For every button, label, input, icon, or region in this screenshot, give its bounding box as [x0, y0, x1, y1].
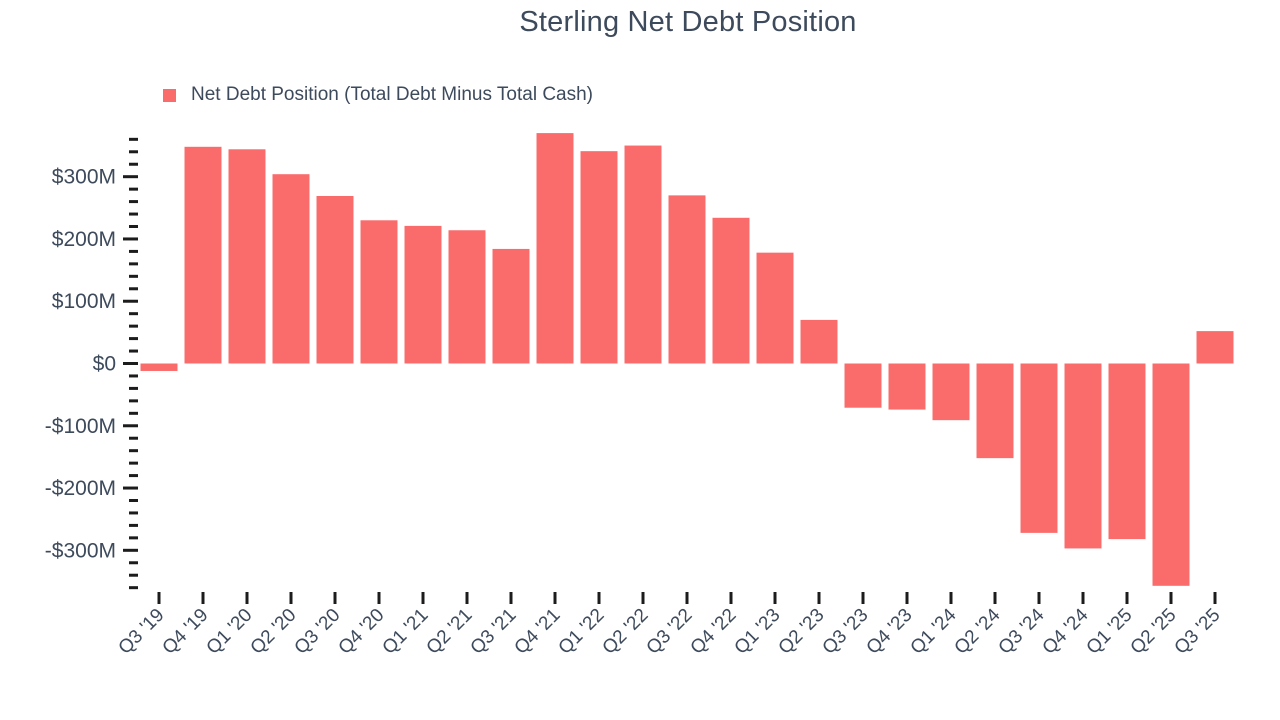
- x-axis-tick-label: Q2 '20: [247, 605, 301, 659]
- y-axis-tick-label: -$200M: [45, 477, 116, 500]
- bar-q423: [888, 363, 926, 410]
- bar-q422: [712, 217, 750, 364]
- bar-q424: [1064, 363, 1102, 549]
- bar-q322: [668, 195, 706, 364]
- y-axis-tick-label: -$300M: [45, 539, 116, 562]
- bar-q419: [184, 146, 222, 364]
- x-axis-tick-label: Q1 '21: [379, 605, 433, 659]
- bar-q321: [492, 248, 530, 364]
- bar-q121: [404, 225, 442, 364]
- x-axis-tick-label: Q4 '23: [863, 605, 917, 659]
- y-axis-tick-label: -$100M: [45, 415, 116, 438]
- bar-q420: [360, 220, 398, 364]
- x-axis-tick-label: Q1 '20: [203, 605, 257, 659]
- x-axis-tick-label: Q1 '23: [731, 605, 785, 659]
- x-axis-tick-label: Q4 '22: [687, 605, 741, 659]
- x-axis-tick-label: Q3 '22: [643, 605, 697, 659]
- bar-q421: [536, 133, 574, 364]
- x-axis-tick-label: Q3 '25: [1171, 605, 1225, 659]
- bar-q319: [140, 363, 178, 371]
- x-axis-tick-label: Q1 '24: [907, 604, 961, 658]
- x-axis-tick-label: Q4 '19: [159, 605, 213, 659]
- bar-q220: [272, 174, 310, 364]
- y-axis-tick-label: $300M: [52, 166, 116, 189]
- bar-q221: [448, 230, 486, 364]
- x-axis-tick-label: Q3 '23: [819, 605, 873, 659]
- legend-label: Net Debt Position (Total Debt Minus Tota…: [191, 84, 593, 105]
- x-axis-tick-label: Q1 '22: [555, 605, 609, 659]
- x-axis-tick-label: Q2 '25: [1127, 605, 1181, 659]
- x-axis-tick-label: Q1 '25: [1083, 605, 1137, 659]
- x-axis-tick-label: Q4 '20: [335, 605, 389, 659]
- x-axis-tick-label: Q2 '23: [775, 605, 829, 659]
- y-axis-tick-label: $0: [93, 353, 116, 376]
- bar-q223: [800, 319, 838, 364]
- bar-q325: [1196, 331, 1234, 364]
- legend: Net Debt Position (Total Debt Minus Tota…: [163, 84, 593, 106]
- bar-q225: [1152, 363, 1190, 586]
- y-axis-tick-label: $200M: [52, 228, 116, 251]
- bar-q320: [316, 195, 354, 364]
- bar-q224: [976, 363, 1014, 459]
- x-axis-tick-label: Q4 '21: [511, 605, 565, 659]
- legend-swatch-icon: [163, 88, 176, 102]
- x-axis-tick-label: Q3 '21: [467, 605, 521, 659]
- bar-q324: [1020, 363, 1058, 533]
- bar-q122: [580, 151, 618, 364]
- bar-q222: [624, 145, 662, 364]
- bar-q120: [228, 149, 266, 364]
- x-axis-tick-label: Q3 '20: [291, 605, 345, 659]
- x-axis-tick-label: Q3 '24: [995, 604, 1049, 658]
- bar-q123: [756, 252, 794, 364]
- y-axis-tick-label: $100M: [52, 290, 116, 313]
- x-axis-tick-label: Q2 '24: [951, 604, 1005, 658]
- chart-title: Sterling Net Debt Position: [519, 6, 857, 38]
- x-axis-tick-label: Q3 '19: [115, 605, 169, 659]
- x-axis-tick-label: Q2 '21: [423, 605, 477, 659]
- bar-q124: [932, 363, 970, 421]
- bar-q323: [844, 363, 882, 408]
- x-axis-tick-label: Q2 '22: [599, 605, 653, 659]
- bar-q125: [1108, 363, 1146, 540]
- x-axis-tick-label: Q4 '24: [1039, 604, 1093, 658]
